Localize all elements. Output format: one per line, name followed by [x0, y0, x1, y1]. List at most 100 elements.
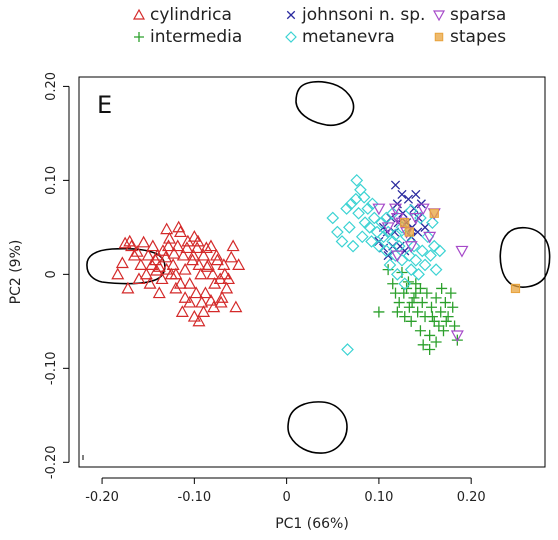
data-point: [176, 248, 190, 261]
data-point: [381, 225, 395, 239]
data-point: [340, 202, 353, 215]
legend-label: johnsoni n. sp.: [301, 5, 425, 25]
data-point: [372, 239, 386, 253]
legend-item: intermedia: [134, 27, 242, 47]
data-point: [355, 230, 369, 244]
data-point: [412, 268, 425, 281]
data-point: [121, 281, 135, 294]
data-point: [190, 241, 204, 254]
series-cylindrica: [111, 220, 246, 327]
data-point: [414, 282, 426, 294]
y-tick-label: -0.10: [44, 352, 59, 386]
data-point: [437, 325, 449, 337]
legend-label: metanevra: [302, 27, 395, 47]
data-point: [426, 216, 439, 230]
data-point: [186, 248, 200, 261]
data-point: [414, 325, 426, 337]
data-point: [412, 306, 424, 318]
data-point: [372, 203, 386, 216]
data-point: [206, 267, 220, 280]
data-point: [152, 286, 166, 299]
data-point: [217, 258, 231, 270]
data-point: [391, 268, 404, 281]
data-point: [209, 248, 224, 261]
data-point: [215, 291, 229, 303]
reference-outlines: [86, 80, 551, 454]
data-point: [383, 250, 393, 261]
legend-marker: [434, 32, 444, 42]
data-point: [429, 208, 439, 218]
data-point: [159, 250, 173, 263]
x-tick-label: -0.20: [85, 490, 119, 505]
data-point: [416, 203, 430, 216]
data-point: [382, 264, 394, 276]
x-tick-label: 0: [282, 490, 290, 505]
data-point: [430, 336, 442, 348]
legend-marker: [132, 8, 146, 20]
data-point: [436, 282, 448, 294]
data-point: [386, 213, 396, 223]
data-point: [445, 287, 457, 299]
data-point: [161, 239, 176, 252]
data-point: [383, 258, 397, 272]
y-tick-label: -0.20: [44, 445, 59, 479]
data-point: [357, 190, 371, 204]
data-point: [197, 248, 211, 261]
data-point: [149, 263, 164, 276]
bottom-outline: [287, 401, 348, 454]
data-point: [199, 241, 213, 254]
data-point: [370, 225, 384, 239]
panel-label: E: [97, 91, 112, 119]
data-point: [424, 344, 436, 356]
data-point: [344, 197, 358, 211]
data-point: [393, 297, 405, 309]
data-point: [167, 246, 181, 259]
data-point: [389, 228, 402, 242]
data-point: [429, 263, 443, 276]
data-point: [421, 230, 435, 244]
data-point: [187, 230, 201, 242]
data-point: [407, 239, 421, 253]
data-point: [406, 297, 418, 309]
data-point: [141, 248, 155, 261]
data-point: [421, 287, 433, 299]
data-point: [127, 248, 141, 261]
data-point: [440, 315, 452, 327]
data-point: [435, 306, 447, 318]
data-point: [433, 320, 445, 332]
data-point: [404, 227, 414, 237]
data-point: [400, 218, 410, 228]
data-point: [396, 266, 408, 278]
data-point: [418, 258, 432, 272]
data-point: [171, 239, 185, 252]
data-point: [403, 301, 415, 313]
x-tick-label: 0.10: [364, 490, 393, 505]
data-point: [229, 300, 243, 313]
right-outline: [499, 226, 551, 288]
data-point: [409, 253, 423, 267]
data-point: [335, 235, 349, 248]
data-point: [389, 249, 402, 262]
data-point: [361, 202, 375, 215]
data-point: [411, 189, 421, 200]
data-point: [404, 263, 418, 276]
data-point: [377, 230, 390, 244]
series-stapes: [400, 208, 521, 294]
legend-marker: [286, 10, 296, 20]
data-point: [160, 222, 174, 235]
data-point: [343, 221, 356, 234]
data-point: [111, 267, 125, 280]
data-point: [204, 239, 218, 252]
data-point: [160, 262, 174, 275]
legend-item: metanevra: [285, 27, 395, 47]
data-point: [192, 258, 206, 270]
data-point: [346, 239, 360, 253]
data-point: [426, 311, 438, 323]
data-point: [350, 174, 364, 187]
data-point: [414, 211, 427, 225]
legend-item: stapes: [434, 27, 506, 47]
data-point: [214, 295, 228, 308]
x-tick-label: 0.20: [457, 490, 486, 505]
data-point: [150, 248, 164, 261]
data-point: [403, 194, 414, 204]
